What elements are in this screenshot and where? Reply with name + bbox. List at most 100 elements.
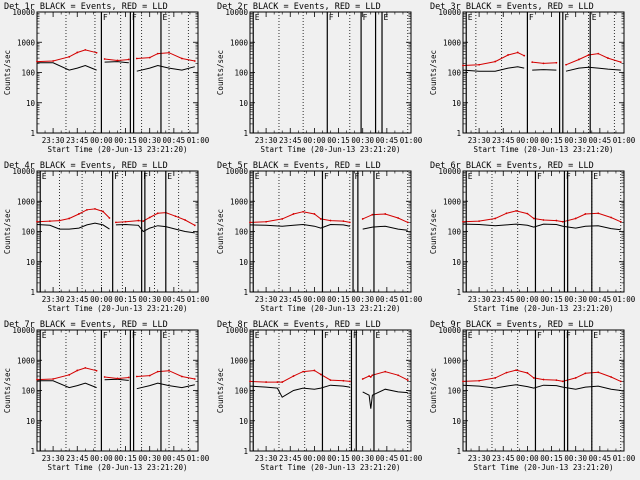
x-tick-label: 00:00 [516,295,539,304]
lld-data-point [135,57,138,60]
x-tick-label: 01:00 [613,454,636,463]
panel-det-5r: Det 5r BLACK = Events, RED = LLD 1 10 100 10… [216,161,423,313]
series-line-events [37,61,195,72]
lld-data-point [148,374,151,377]
x-tick-label: 23:30 [468,136,491,145]
x-tick-label: 00:00 [516,136,539,145]
x-tick-label: 23:45 [492,454,515,463]
lld-data-point [329,219,332,222]
event-marker-label: F [324,172,329,181]
y-tick-label: 1000 [17,38,36,47]
lld-data-point [281,381,284,383]
y-axis-label: Counts/sec [216,50,225,95]
lld-data-point [193,224,196,227]
x-axis-label: Start Time (20-Jun-13 23:21:20) [261,145,401,154]
lld-data-point [361,378,364,380]
lld-data-point [494,217,497,220]
event-marker-label: E [255,13,260,22]
lld-data-point [478,220,480,223]
lld-data-point [265,220,267,223]
lld-data-point [574,217,577,220]
x-tick-label: 23:45 [66,295,89,304]
x-tick-label: 00:45 [589,454,612,463]
y-tick-label: 10000 [12,167,35,176]
lld-data-point [84,366,87,369]
lld-data-point [319,373,322,376]
lld-data-point [76,51,79,54]
y-tick-label: 10 [239,258,249,267]
event-marker-label: F [355,172,360,181]
lld-data-point [127,376,130,379]
y-tick-label: 100 [447,69,461,78]
x-tick-label: 01:00 [400,454,423,463]
lld-data-point [342,379,345,382]
event-marker-label: F [324,331,329,340]
lld-data-point [587,54,590,56]
lld-data-point [142,220,145,223]
x-axis-label: Start Time (20-Jun-13 23:21:20) [474,145,614,154]
lld-data-point [578,58,580,61]
lld-data-point [462,64,464,67]
event-marker-label: F [103,13,108,22]
x-tick-label: 00:30 [138,454,161,463]
y-tick-label: 1 [243,288,248,297]
event-marker-label: F [529,13,534,22]
series-line-events [462,223,621,231]
lld-data-point [103,376,106,378]
panel-title: Det 6r BLACK = Events, RED = LLD [430,161,594,171]
lld-data-point [181,57,183,60]
event-marker-label: E [468,13,473,22]
event-marker-label: E [255,331,260,340]
lld-data-point [36,60,38,63]
lld-data-point [48,220,51,223]
y-tick-label: 10000 [225,326,248,335]
lld-data-point [369,376,372,378]
x-tick-label: 00:15 [540,136,563,145]
y-tick-label: 10 [239,417,249,426]
x-tick-label: 23:45 [492,295,515,304]
lld-data-point [95,51,98,54]
x-axis-label: Start Time (20-Jun-13 23:21:20) [474,304,614,313]
lld-data-point [168,51,170,54]
lld-data-point [574,377,577,379]
event-marker-label: F [363,13,368,22]
event-marker-label: F [537,172,542,181]
panel-det-8r: Det 8r BLACK = Events, RED = LLD 1 10 100 10… [216,320,423,472]
lld-data-point [462,380,464,383]
event-marker-label: E [255,172,260,181]
x-tick-label: 00:45 [589,295,612,304]
lld-data-point [276,381,279,383]
lld-data-point [348,380,351,383]
y-tick-label: 10 [452,99,462,108]
y-tick-label: 1000 [17,356,36,365]
event-marker-label: F [132,331,137,340]
series-line-events [462,66,621,72]
lld-data-point [531,61,534,64]
lld-data-point [348,221,351,224]
lld-data-point [103,58,106,60]
y-tick-label: 10 [26,258,36,267]
x-axis-label: Start Time (20-Jun-13 23:21:20) [48,463,188,472]
x-tick-label: 00:00 [303,136,326,145]
y-tick-label: 1000 [443,38,462,47]
lld-data-point [526,372,529,374]
series-line-events [462,384,621,391]
event-marker-label: F [114,172,119,181]
lld-data-point [523,54,526,57]
event-marker-label: F [329,13,334,22]
panel-title: Det 8r BLACK = Events, RED = LLD [217,320,381,330]
y-tick-label: 10000 [225,8,248,17]
lld-data-point [555,379,558,382]
lld-data-point [619,220,622,223]
x-tick-label: 00:15 [327,454,350,463]
y-tick-label: 10000 [438,326,461,335]
lld-data-point [597,52,600,55]
lld-data-point [36,378,38,381]
lld-data-point [36,220,38,223]
x-tick-label: 00:30 [138,136,161,145]
lld-data-point [68,55,71,58]
x-tick-label: 01:00 [613,136,636,145]
y-tick-label: 1 [456,447,461,456]
x-axis-label: Start Time (20-Jun-13 23:21:20) [261,463,401,472]
